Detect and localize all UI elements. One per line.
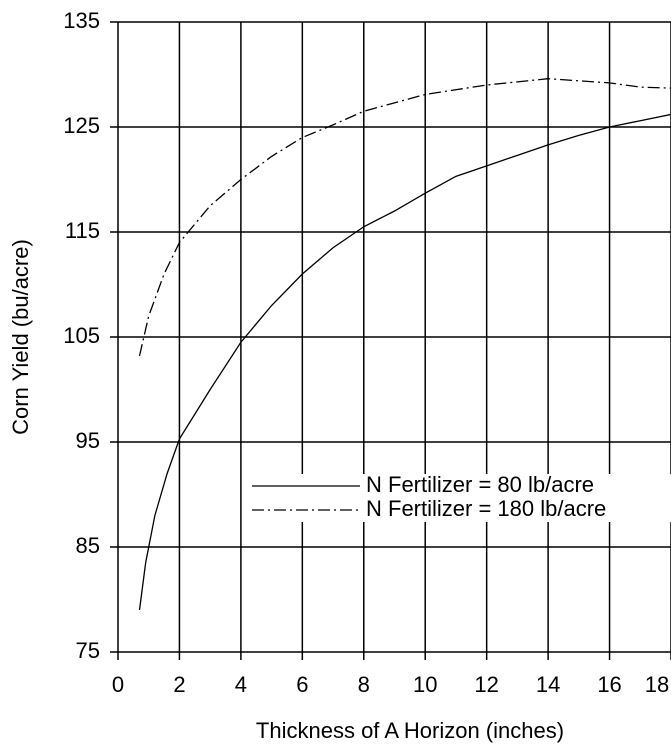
x-tick-label: 16 [597, 672, 621, 697]
x-tick-label: 4 [235, 672, 247, 697]
line-series [138, 78, 671, 357]
x-axis-label: Thickness of A Horizon (inches) [256, 718, 564, 743]
x-tick-label: 18 [645, 672, 669, 697]
y-tick-label: 85 [76, 533, 100, 558]
legend-label: N Fertilizer = 180 lb/acre [366, 496, 606, 521]
x-tick-label: 6 [296, 672, 308, 697]
x-tick-label: 14 [536, 672, 560, 697]
x-tick-label: 10 [413, 672, 437, 697]
line-series [138, 113, 671, 611]
y-axis-label: Corn Yield (bu/acre) [8, 239, 33, 435]
x-tick-label: 12 [474, 672, 498, 697]
legend-box [245, 474, 671, 522]
x-tick-label: 2 [173, 672, 185, 697]
legend-label: N Fertilizer = 80 lb/acre [366, 472, 594, 497]
y-tick-label: 95 [76, 428, 100, 453]
y-tick-label: 125 [63, 113, 100, 138]
x-tick-label: 8 [358, 672, 370, 697]
x-tick-label: 0 [112, 672, 124, 697]
y-tick-label: 105 [63, 323, 100, 348]
y-tick-label: 115 [65, 218, 100, 243]
y-tick-label: 75 [76, 638, 100, 663]
y-tick-label: 135 [63, 8, 100, 33]
